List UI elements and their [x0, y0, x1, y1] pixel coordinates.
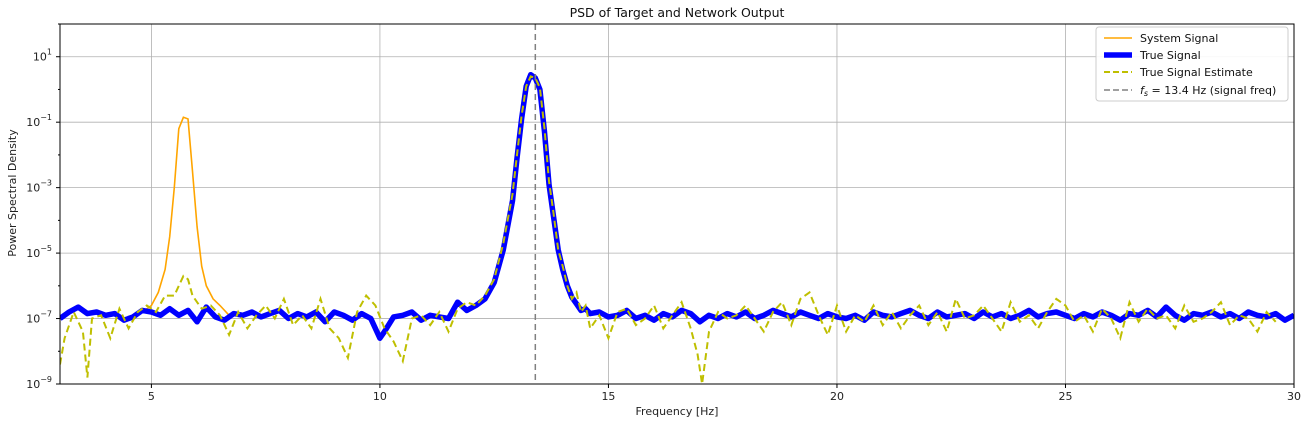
legend-label-true-signal: True Signal	[1139, 49, 1201, 62]
x-tick-label: 5	[148, 390, 155, 403]
y-tick-label: 10−9	[26, 375, 52, 391]
y-axis-ticks: 10−9 10−7 10−5 10−3 10−1 101	[26, 23, 60, 391]
legend: System Signal True Signal True Signal Es…	[1095, 26, 1289, 102]
legend-box	[1095, 26, 1289, 102]
y-tick-label: 101	[33, 48, 52, 64]
x-tick-label: 20	[830, 390, 844, 403]
x-tick-label: 25	[1058, 390, 1072, 403]
y-axis-label: Power Spectral Density	[6, 129, 19, 257]
x-tick-label: 15	[601, 390, 615, 403]
y-tick-label: 10−3	[26, 179, 52, 195]
plot-frame	[59, 23, 1295, 385]
x-axis-ticks: 5 10 15 20 25 30	[148, 384, 1301, 403]
x-axis-label: Frequency [Hz]	[636, 405, 719, 418]
y-tick-label: 10−5	[26, 244, 52, 260]
legend-label-system-signal: System Signal	[1140, 32, 1218, 45]
series-layer	[60, 24, 1294, 384]
x-tick-label: 10	[373, 390, 387, 403]
chart-title: PSD of Target and Network Output	[570, 5, 785, 20]
series-line-true-signal-estimate	[60, 75, 1277, 384]
series-line-system-signal	[141, 116, 230, 316]
y-tick-label: 10−7	[26, 310, 52, 326]
series-line-true-signal	[60, 71, 1294, 341]
legend-label-signal-freq: fs = 13.4 Hz (signal freq)	[1140, 84, 1276, 98]
legend-label-true-signal-estimate: True Signal Estimate	[1139, 66, 1253, 79]
x-tick-label: 30	[1287, 390, 1301, 403]
y-tick-label: 10−1	[26, 113, 52, 129]
